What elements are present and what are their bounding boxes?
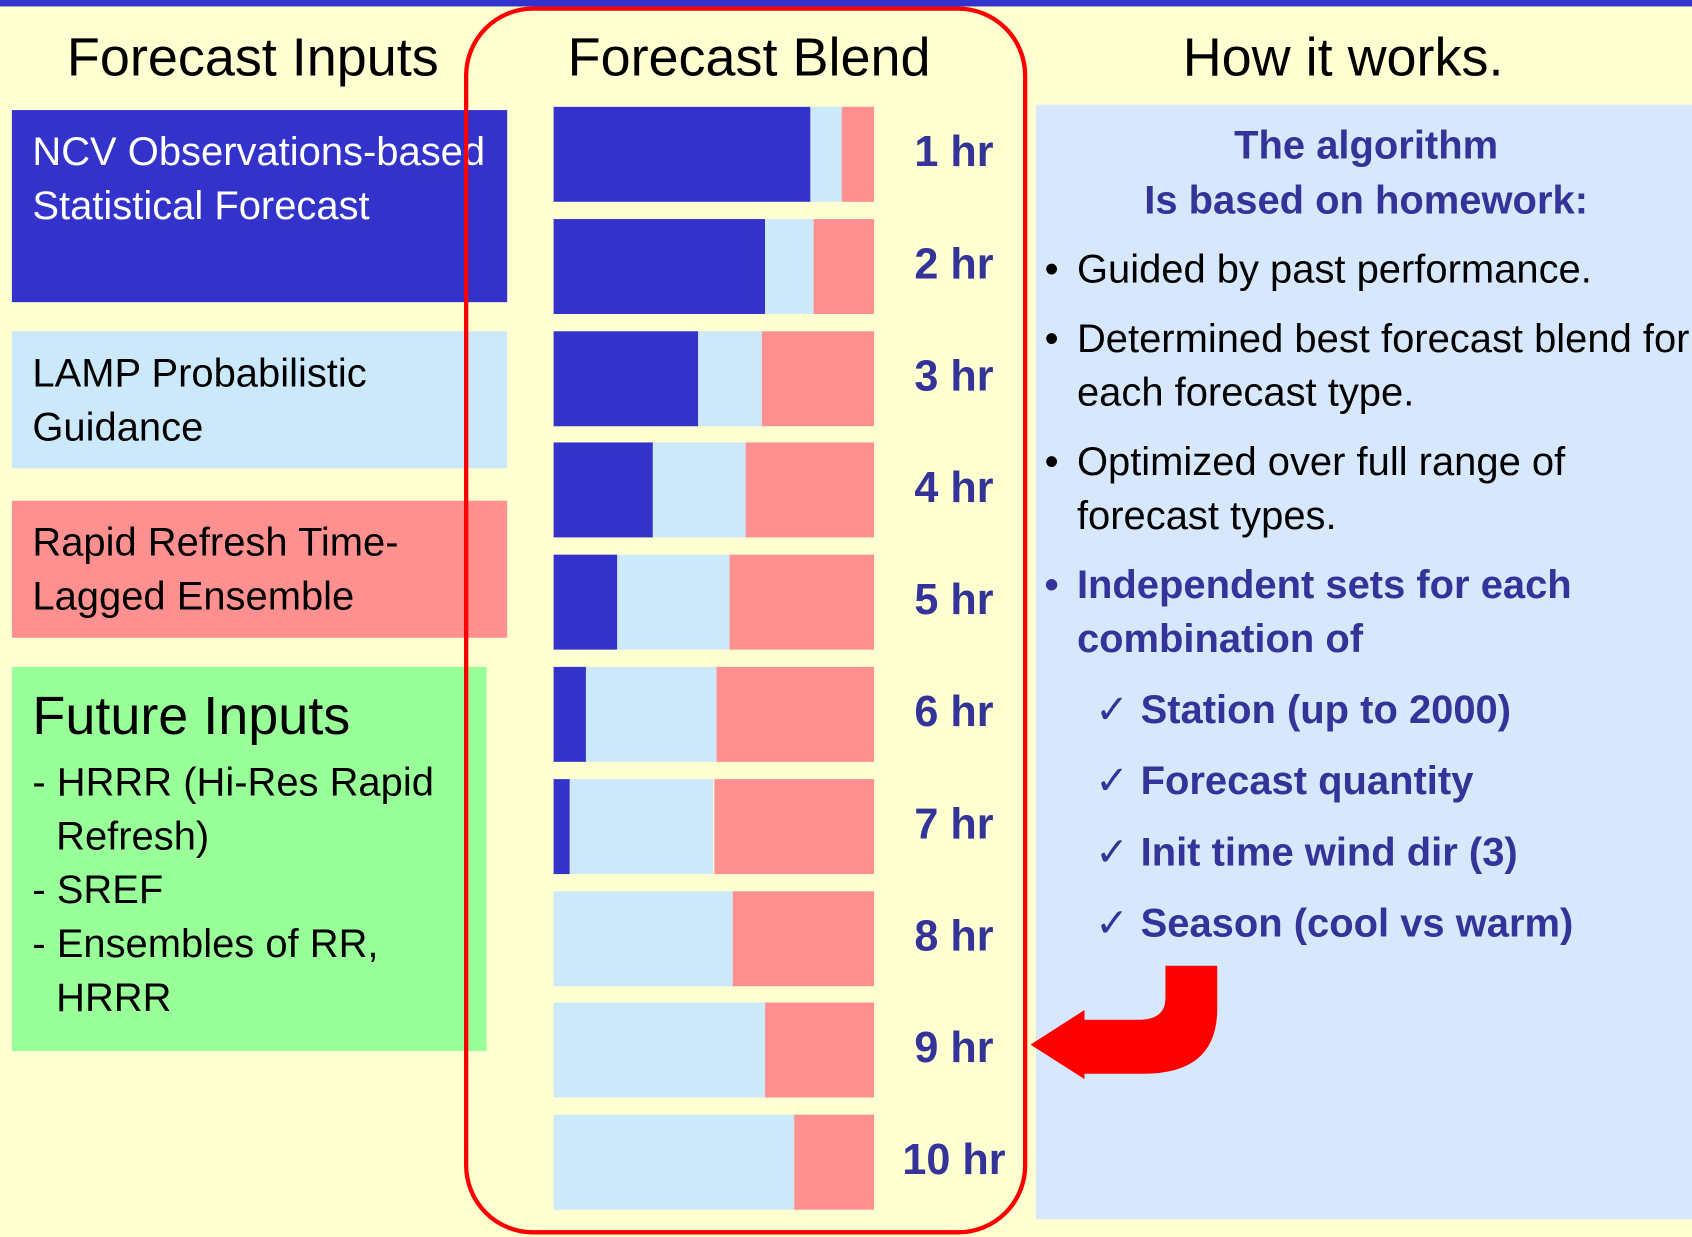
bullet: Independent sets for each combination of <box>1045 558 1692 666</box>
bar-segment <box>733 890 875 986</box>
category-label: 3 hr <box>914 352 994 400</box>
bar-segment <box>553 1114 794 1210</box>
bar-segment <box>765 218 814 314</box>
bullet: Optimized over full range of forecast ty… <box>1045 435 1692 543</box>
category-label: 6 hr <box>914 688 994 736</box>
category-label: 2 hr <box>914 240 994 288</box>
legend-box: Rapid Refresh Time-Lagged Ensemble <box>11 500 508 638</box>
bar-segment <box>553 218 766 314</box>
bar-segment <box>553 1002 766 1098</box>
category-label: 10 hr <box>902 1136 1006 1184</box>
header: How it works. <box>1182 26 1504 88</box>
future-inputs: Future Inputs - HRRR (Hi-Res Rapid Refre… <box>11 666 487 1052</box>
bar-segment <box>729 554 875 650</box>
category-label: 5 hr <box>914 576 994 624</box>
bar-segment <box>553 442 653 538</box>
category-label: 1 hr <box>914 128 994 176</box>
legend-box: LAMP Probabilistic Guidance <box>11 331 508 469</box>
future-item: - Ensembles of RR, HRRR <box>32 921 379 1020</box>
arrow <box>1030 965 1218 1080</box>
check-item: Season (cool vs warm) <box>1036 897 1692 951</box>
category-label: 4 hr <box>914 464 994 512</box>
bar-segment <box>765 1002 875 1098</box>
bar-segment <box>809 106 843 202</box>
bullet: Determined best forecast blend for each … <box>1045 312 1692 420</box>
category-label: 9 hr <box>914 1024 994 1072</box>
future-title: Future Inputs <box>32 685 351 746</box>
check-item: Station (up to 2000) <box>1036 683 1692 737</box>
future-item: - SREF <box>32 867 164 912</box>
legend-box: NCV Observations-based Statistical Forec… <box>11 110 508 303</box>
bar-segment <box>713 778 875 874</box>
bar-segment <box>813 218 875 314</box>
future-item: - HRRR (Hi-Res Rapid Refresh) <box>32 759 434 858</box>
bar-segment <box>793 1114 875 1210</box>
header: Forecast Inputs <box>66 26 439 88</box>
heading: The algorithm Is based on homework: <box>1036 118 1692 228</box>
bar-segment <box>553 666 586 762</box>
bar-segment <box>569 778 714 874</box>
bar-segment <box>697 330 762 426</box>
bar-segment <box>761 330 875 426</box>
chart-title: Forecast Blend <box>567 26 931 88</box>
check-item: Forecast quantity <box>1036 754 1692 808</box>
bar-segment <box>745 442 875 538</box>
bar-segment <box>553 890 734 986</box>
bar-segment <box>717 666 875 762</box>
bar-segment <box>617 554 730 650</box>
bullet: Guided by past performance. <box>1045 243 1692 297</box>
category-label: 7 hr <box>914 800 994 848</box>
heading-line: Is based on homework: <box>1144 178 1588 223</box>
bar-segment <box>553 554 618 650</box>
heading-line: The algorithm <box>1234 123 1499 168</box>
bar-segment <box>585 666 718 762</box>
top-strip <box>0 0 1692 7</box>
check-item: Init time wind dir (3) <box>1036 826 1692 880</box>
highlight-frame <box>464 6 1028 1235</box>
bar-segment <box>842 106 875 202</box>
bar-segment <box>553 106 810 202</box>
bar-segment <box>652 442 746 538</box>
bar-segment <box>553 330 698 426</box>
category-label: 8 hr <box>914 912 994 960</box>
bar-segment <box>553 778 570 874</box>
